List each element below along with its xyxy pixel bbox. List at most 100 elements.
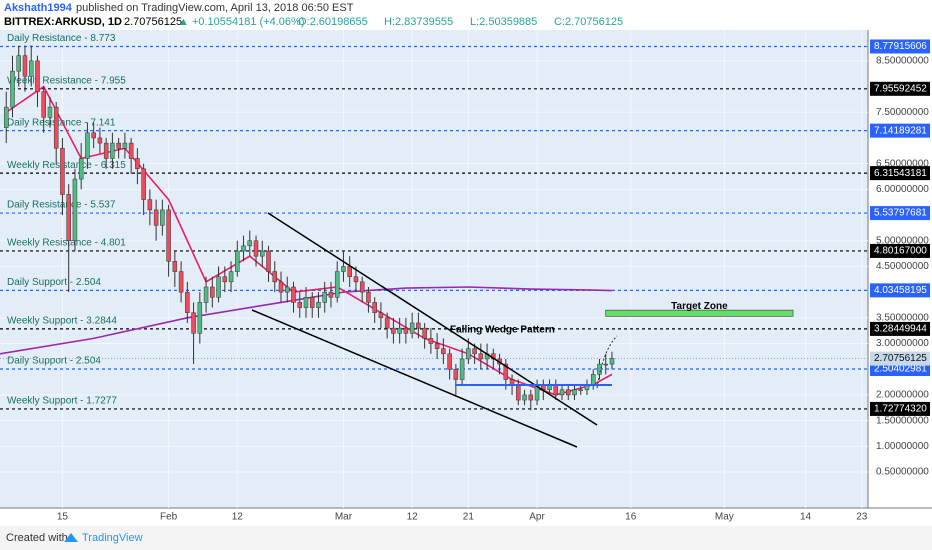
candle-body (235, 250, 240, 272)
candle-body (122, 142, 128, 149)
y-tick-label: 1.00000000 (876, 441, 929, 452)
candle-body (522, 394, 527, 401)
candle-body (166, 209, 171, 262)
candle-body (291, 286, 296, 303)
candle-body (178, 271, 184, 293)
candle-body (47, 106, 53, 118)
level-label: Weekly Support - 3.2844 (7, 316, 117, 327)
level-price-label: 8.77915606 (874, 41, 927, 52)
candle-body (203, 286, 209, 303)
last-price-box (870, 351, 930, 366)
candle-body (309, 297, 315, 308)
levels: Daily Resistance - 8.773 Weekly Resistanc… (0, 33, 868, 410)
x-tick-label: Apr (529, 512, 545, 523)
candle-body (216, 276, 221, 298)
candle-body (359, 281, 365, 293)
candle-body (78, 158, 84, 180)
candle-body (559, 389, 565, 396)
candle-body (128, 142, 134, 159)
x-tick-label: 14 (800, 512, 812, 523)
level-price-box (870, 206, 930, 221)
published: published on TradingView.com, April 13, … (76, 2, 354, 14)
candle-body (441, 348, 446, 355)
candle-body (53, 106, 59, 149)
candle-body (578, 389, 583, 392)
y-tick-label: 3.50000000 (876, 312, 929, 323)
candle-body (403, 327, 409, 334)
candle-body (72, 178, 78, 241)
annotations: Target Zone Falling Wedge Pattern (450, 301, 794, 336)
level-label: Daily Support - 2.504 (7, 277, 101, 288)
level-price-label: 1.72774320 (874, 404, 927, 415)
x-tick-label: 23 (856, 512, 868, 523)
candle-body (28, 60, 34, 77)
wedge-lower (251, 309, 578, 448)
candle-body (447, 353, 452, 370)
candle-body (353, 276, 359, 283)
candle-body (185, 291, 190, 313)
candle-body (322, 291, 327, 303)
ohlc-low: L:2.50359885 (470, 16, 537, 28)
candle-body (228, 271, 234, 283)
level-price-box (870, 81, 930, 96)
footer (0, 526, 932, 550)
candle-body (210, 286, 215, 298)
candle-body (590, 374, 596, 385)
candle-body (609, 358, 615, 365)
candle-body (141, 168, 146, 200)
x-tick-label: 21 (463, 512, 475, 523)
level-price-box (870, 401, 930, 416)
x-tick-label: May (715, 512, 734, 523)
candle-body (91, 132, 96, 139)
candle-body (266, 250, 271, 272)
candles (3, 45, 615, 411)
ohlc-high: H:2.83739555 (384, 16, 453, 28)
level-price-box (870, 321, 930, 336)
y-tick-label: 1.50000000 (876, 415, 929, 426)
candle-body (153, 209, 159, 226)
candle-body (572, 389, 577, 396)
candle-body (391, 327, 396, 334)
candle-body (334, 271, 340, 298)
y-tick-label: 5.00000000 (876, 235, 929, 246)
candle-body (428, 338, 434, 344)
candle-body (110, 142, 115, 159)
candle-body (453, 368, 459, 380)
x-tick-label: 16 (625, 512, 637, 523)
candle-body (472, 348, 477, 355)
target-zone (605, 309, 794, 317)
level-label: Weekly Resistance - 7.955 (7, 75, 126, 86)
candle-body (503, 363, 509, 380)
level-price-label: 7.95592452 (874, 83, 927, 94)
author[interactable]: Akshath1994 (4, 2, 73, 14)
candle-body (147, 199, 153, 211)
candle-body (416, 322, 421, 329)
candle-body (378, 312, 384, 319)
candle-body (347, 266, 352, 277)
level-price-label: 4.80167000 (874, 246, 927, 257)
candle-body (272, 271, 278, 283)
candle-body (553, 384, 559, 396)
candle-body (10, 70, 15, 108)
level-price-label: 6.31543181 (874, 168, 927, 179)
level-price-box (870, 123, 930, 138)
candle-body (566, 389, 571, 396)
level-price-label: 3.28449944 (874, 324, 927, 335)
last-price-label: 2.70756125 (874, 353, 927, 364)
ohlc-open: O:2.60198655 (298, 16, 368, 28)
candle-body (172, 261, 178, 272)
price: 2.70756125 (124, 16, 182, 28)
price-axis (868, 30, 932, 508)
y-tick-label: 8.50000000 (876, 55, 929, 66)
y-tick-label: 3.00000000 (876, 338, 929, 349)
footer-brand[interactable]: TradingView (82, 532, 143, 544)
candle-body (135, 158, 140, 170)
candle-body (603, 363, 608, 366)
level-price-label: 5.53797681 (874, 208, 927, 219)
level-price-label: 2.50402981 (874, 364, 927, 375)
candle-body (22, 55, 28, 77)
candle-body (409, 322, 415, 334)
y-tick-label: 2.00000000 (876, 390, 929, 401)
candle-body (372, 302, 377, 313)
